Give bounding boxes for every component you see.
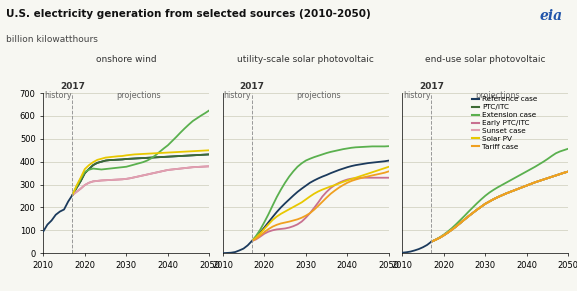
Text: history: history bbox=[403, 91, 430, 100]
Text: 2017: 2017 bbox=[419, 82, 444, 91]
Text: projections: projections bbox=[475, 91, 520, 100]
Text: projections: projections bbox=[117, 91, 161, 100]
Text: billion kilowatthours: billion kilowatthours bbox=[6, 35, 98, 44]
Legend: Reference case, PTC/ITC, Extension case, Early PTC/ITC, Sunset case, Solar PV, T: Reference case, PTC/ITC, Extension case,… bbox=[469, 93, 540, 152]
Text: U.S. electricity generation from selected sources (2010-2050): U.S. electricity generation from selecte… bbox=[6, 9, 370, 19]
Text: history: history bbox=[223, 91, 251, 100]
Text: utility-scale solar photovoltaic: utility-scale solar photovoltaic bbox=[237, 55, 374, 64]
Text: eia: eia bbox=[539, 9, 563, 23]
Text: end-use solar photovoltaic: end-use solar photovoltaic bbox=[425, 55, 545, 64]
Text: 2017: 2017 bbox=[60, 82, 85, 91]
Text: 2017: 2017 bbox=[239, 82, 264, 91]
Text: onshore wind: onshore wind bbox=[96, 55, 157, 64]
Text: history: history bbox=[44, 91, 72, 100]
Text: projections: projections bbox=[296, 91, 340, 100]
